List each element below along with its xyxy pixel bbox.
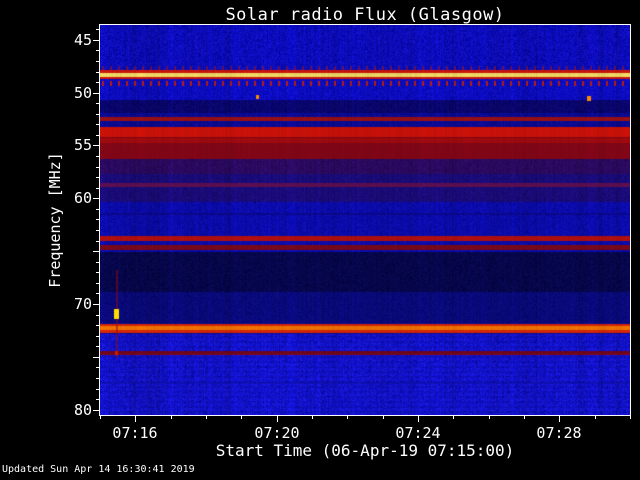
y-minor-tick — [96, 29, 99, 30]
y-axis-title: Frequency [MHz] — [46, 152, 64, 287]
y-major-tick — [93, 410, 99, 411]
y-major-tick — [93, 304, 99, 305]
y-major-tick — [93, 145, 99, 146]
solar-radio-spectrogram-figure: Solar radio Flux (Glasgow) Frequency [MH… — [0, 0, 640, 480]
chart-title: Solar radio Flux (Glasgow) — [100, 5, 630, 25]
updated-timestamp: Updated Sun Apr 14 16:30:41 2019 — [2, 464, 195, 475]
y-minor-tick — [96, 346, 99, 347]
y-tick-label: 45 — [54, 31, 92, 49]
x-major-tick — [277, 416, 278, 422]
x-tick-label: 07:16 — [105, 424, 165, 442]
x-minor-tick — [206, 416, 207, 419]
x-minor-tick — [277, 416, 278, 419]
y-minor-tick — [96, 167, 99, 168]
y-minor-tick — [96, 262, 99, 263]
y-minor-tick — [96, 177, 99, 178]
y-minor-tick — [96, 389, 99, 390]
y-minor-tick — [96, 72, 99, 73]
y-minor-tick — [96, 93, 99, 94]
x-major-tick — [418, 416, 419, 422]
y-major-tick — [93, 40, 99, 41]
x-minor-tick — [347, 416, 348, 419]
y-minor-tick — [96, 61, 99, 62]
y-minor-tick — [96, 40, 99, 41]
x-minor-tick — [595, 416, 596, 419]
x-minor-tick — [100, 416, 101, 419]
x-minor-tick — [383, 416, 384, 419]
y-minor-tick — [96, 103, 99, 104]
x-major-tick — [559, 416, 560, 422]
y-minor-tick — [96, 399, 99, 400]
y-minor-tick — [96, 135, 99, 136]
y-minor-tick — [96, 198, 99, 199]
y-major-tick — [93, 198, 99, 199]
y-minor-tick — [96, 188, 99, 189]
x-tick-label: 07:24 — [388, 424, 448, 442]
x-minor-tick — [524, 416, 525, 419]
y-minor-tick — [96, 114, 99, 115]
y-minor-tick — [96, 283, 99, 284]
y-minor-tick — [96, 336, 99, 337]
y-major-tick — [93, 251, 99, 252]
y-minor-tick — [96, 50, 99, 51]
y-minor-tick — [96, 219, 99, 220]
y-minor-tick — [96, 378, 99, 379]
y-minor-tick — [96, 272, 99, 273]
y-minor-tick — [96, 124, 99, 125]
x-minor-tick — [312, 416, 313, 419]
x-tick-label: 07:20 — [247, 424, 307, 442]
x-minor-tick — [241, 416, 242, 419]
y-minor-tick — [96, 251, 99, 252]
y-minor-tick — [96, 241, 99, 242]
y-tick-label: 50 — [54, 84, 92, 102]
x-minor-tick — [489, 416, 490, 419]
y-tick-label: 80 — [54, 401, 92, 419]
y-minor-tick — [96, 156, 99, 157]
x-minor-tick — [418, 416, 419, 419]
y-minor-tick — [96, 367, 99, 368]
spectrogram-heatmap — [100, 25, 630, 415]
x-axis-title: Start Time (06-Apr-19 07:15:00) — [100, 441, 630, 460]
x-minor-tick — [630, 416, 631, 419]
y-major-tick — [93, 357, 99, 358]
y-minor-tick — [96, 304, 99, 305]
y-minor-tick — [96, 82, 99, 83]
y-minor-tick — [96, 145, 99, 146]
x-tick-label: 07:28 — [529, 424, 589, 442]
x-minor-tick — [559, 416, 560, 419]
y-minor-tick — [96, 410, 99, 411]
y-major-tick — [93, 93, 99, 94]
y-minor-tick — [96, 325, 99, 326]
y-minor-tick — [96, 230, 99, 231]
y-minor-tick — [96, 315, 99, 316]
x-minor-tick — [453, 416, 454, 419]
y-minor-tick — [96, 293, 99, 294]
y-tick-label: 70 — [54, 295, 92, 313]
y-minor-tick — [96, 209, 99, 210]
x-major-tick — [135, 416, 136, 422]
y-minor-tick — [96, 357, 99, 358]
x-minor-tick — [135, 416, 136, 419]
x-minor-tick — [171, 416, 172, 419]
